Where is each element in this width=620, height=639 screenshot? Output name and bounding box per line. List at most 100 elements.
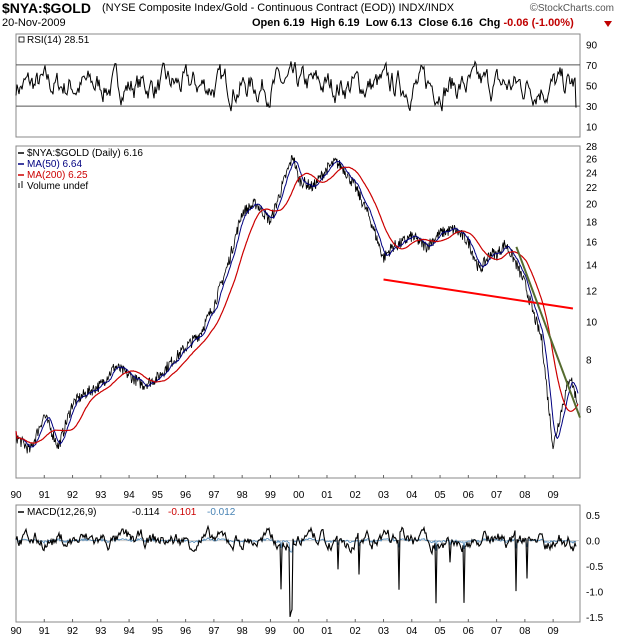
- macd-legend-label: -0.114: [132, 507, 160, 518]
- x-tick-label: 01: [321, 490, 333, 501]
- x-tick-label: 90: [10, 626, 22, 637]
- x-tick-label: 92: [67, 626, 79, 637]
- rsi-y-tick-label: 90: [586, 40, 598, 51]
- x-tick-label: 96: [180, 490, 192, 501]
- chart-date: 20-Nov-2009: [2, 17, 66, 29]
- price-y-tick-label: 12: [586, 287, 598, 298]
- volume-legend-swatch: [21, 181, 23, 188]
- x-tick-label: 00: [293, 490, 305, 501]
- ohlc-readout: Open 6.19 High 6.19 Low 6.13 Close 6.16 …: [252, 17, 574, 29]
- ma200-line: [15, 166, 579, 444]
- close-value: 6.16: [451, 17, 473, 29]
- rsi-legend-swatch: [18, 36, 25, 43]
- x-tick-label: 09: [548, 626, 560, 637]
- chart-symbol: $NYA:$GOLD: [2, 0, 91, 16]
- price-y-tick-label: 18: [586, 217, 598, 228]
- price-y-tick-label: 10: [586, 318, 598, 329]
- x-tick-label: 91: [39, 490, 51, 501]
- x-tick-label: 94: [124, 626, 136, 637]
- ma50-line: [15, 160, 579, 448]
- copyright-text: StockCharts.com: [537, 3, 614, 14]
- price-y-tick-label: 28: [586, 142, 598, 153]
- x-tick-label: 02: [350, 490, 362, 501]
- down-caret-icon: [604, 21, 612, 27]
- x-tick-label: 95: [152, 490, 164, 501]
- low-label: Low: [365, 17, 388, 29]
- macd-y-tick-label: -1.0: [586, 587, 604, 598]
- x-tick-label: 97: [208, 626, 220, 637]
- price-y-tick-label: 16: [586, 237, 598, 248]
- price-y-tick-label: 8: [586, 356, 592, 367]
- price-y-tick-label: 6: [586, 405, 592, 416]
- x-tick-label: 06: [463, 626, 475, 637]
- close-label: Close: [418, 17, 449, 29]
- ma50-legend-label: MA(50) 6.64: [27, 159, 82, 170]
- x-tick-label: 98: [237, 626, 249, 637]
- x-tick-label: 03: [378, 490, 390, 501]
- rsi-y-tick-label: 10: [586, 123, 598, 134]
- x-tick-label: 00: [293, 626, 305, 637]
- open-value: 6.19: [283, 17, 305, 29]
- rsi-line: [15, 60, 577, 112]
- price-y-tick-label: 14: [586, 260, 598, 271]
- chg-label: Chg: [478, 17, 501, 29]
- chg-value: -0.06 (-1.00%): [503, 17, 574, 29]
- macd-histogram: [15, 537, 577, 553]
- price-y-tick-label: 20: [586, 199, 598, 210]
- x-tick-label: 02: [350, 626, 362, 637]
- high-label: High: [310, 17, 336, 29]
- x-tick-label: 06: [463, 490, 475, 501]
- x-tick-label: 91: [39, 626, 51, 637]
- x-tick-label: 08: [519, 490, 531, 501]
- rsi-legend-label: RSI(14) 28.51: [27, 35, 90, 46]
- price-y-tick-label: 26: [586, 155, 598, 166]
- copyright-notice[interactable]: ©StockCharts.com: [530, 2, 614, 14]
- x-tick-label: 99: [265, 490, 277, 501]
- x-tick-label: 01: [321, 626, 333, 637]
- x-tick-label: 09: [548, 490, 560, 501]
- rsi-y-tick-label: 50: [586, 82, 598, 93]
- x-tick-label: 95: [152, 626, 164, 637]
- price-legend-label: $NYA:$GOLD (Daily) 6.16: [27, 148, 143, 159]
- macd-legend-label: -0.012: [207, 507, 236, 518]
- x-tick-label: 07: [491, 626, 503, 637]
- macd-y-tick-label: 0.5: [586, 511, 600, 522]
- x-tick-label: 05: [434, 490, 446, 501]
- volume-legend-swatch: [18, 183, 20, 188]
- support-trendline: [383, 278, 574, 310]
- x-tick-label: 03: [378, 626, 390, 637]
- x-tick-label: 94: [124, 490, 136, 501]
- downtrend-trendline: [515, 246, 581, 418]
- ma200-legend-label: MA(200) 6.25: [27, 170, 88, 181]
- x-tick-label: 92: [67, 490, 79, 501]
- rsi-y-tick-label: 70: [586, 61, 598, 72]
- x-tick-label: 98: [237, 490, 249, 501]
- price-line: [15, 155, 579, 454]
- low-value: 6.13: [390, 17, 413, 29]
- x-tick-label: 97: [208, 490, 220, 501]
- x-tick-label: 93: [95, 490, 107, 501]
- x-tick-label: 08: [519, 626, 531, 637]
- price-y-tick-label: 24: [586, 168, 598, 179]
- price-y-tick-label: 22: [586, 183, 598, 194]
- rsi-y-tick-label: 30: [586, 102, 598, 113]
- macd-y-tick-label: -0.5: [586, 562, 604, 573]
- x-tick-label: 96: [180, 626, 192, 637]
- copyright-symbol: ©: [529, 2, 538, 14]
- open-label: Open: [252, 17, 281, 29]
- price-panel-frame: [15, 145, 581, 479]
- macd-panel-frame: [15, 504, 581, 623]
- x-tick-label: 04: [406, 626, 418, 637]
- macd-line: [15, 524, 577, 618]
- macd-legend-label: -0.101: [168, 507, 197, 518]
- chart-description: (NYSE Composite Index/Gold - Continuous …: [102, 2, 455, 14]
- macd-y-tick-label: 0.0: [586, 537, 600, 548]
- volume-legend-label: Volume undef: [27, 181, 88, 192]
- x-tick-label: 04: [406, 490, 418, 501]
- x-tick-label: 05: [434, 626, 446, 637]
- high-value: 6.19: [338, 17, 360, 29]
- macd-legend-label: MACD(12,26,9): [27, 507, 96, 518]
- x-tick-label: 90: [10, 490, 22, 501]
- x-tick-label: 93: [95, 626, 107, 637]
